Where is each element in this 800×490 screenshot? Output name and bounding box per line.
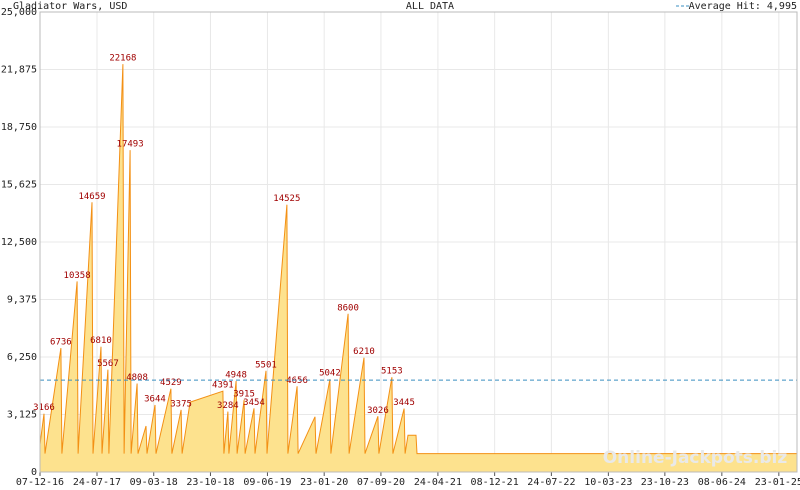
chart-subtitle: ALL DATA — [406, 1, 454, 12]
x-tick-label: 23-01-20 — [300, 477, 348, 488]
value-label: 17493 — [117, 140, 144, 150]
x-tick-label: 24-04-21 — [414, 477, 462, 488]
watermark: Online-Jackpots.biz — [603, 448, 788, 468]
x-tick-label: 08-06-24 — [698, 477, 746, 488]
x-tick-label: 23-10-23 — [641, 477, 689, 488]
x-tick-label: 24-07-17 — [73, 477, 121, 488]
value-label: 3166 — [33, 403, 55, 413]
value-label: 6810 — [90, 336, 112, 346]
chart-title: Gladiator Wars, USD — [13, 1, 127, 12]
value-label: 14525 — [273, 194, 300, 204]
value-label: 4948 — [225, 370, 247, 380]
value-label: 6736 — [50, 338, 72, 348]
value-label: 4391 — [212, 381, 234, 391]
value-label: 10358 — [64, 271, 91, 281]
y-tick-label: 25,000 — [1, 7, 37, 18]
x-tick-label: 10-03-23 — [584, 477, 632, 488]
value-label: 22168 — [109, 54, 136, 64]
x-tick-label: 09-06-19 — [243, 477, 291, 488]
y-tick-label: 9,375 — [7, 295, 37, 306]
value-label: 4808 — [126, 373, 148, 383]
y-tick-label: 12,500 — [1, 237, 37, 248]
x-tick-label: 09-03-18 — [130, 477, 178, 488]
value-label: 3026 — [367, 406, 389, 416]
value-label: 3445 — [393, 398, 415, 408]
y-tick-label: 21,875 — [1, 65, 37, 76]
value-label: 6210 — [353, 347, 375, 357]
value-label: 3454 — [243, 398, 265, 408]
value-label: 3284 — [217, 401, 239, 411]
value-label: 3915 — [233, 389, 255, 399]
plot-frame — [39, 11, 798, 473]
value-label: 4656 — [286, 376, 308, 386]
value-label: 5042 — [319, 369, 341, 379]
value-label: 8600 — [337, 303, 359, 313]
y-tick-label: 3,125 — [7, 410, 37, 421]
average-legend: Average Hit: 4,995 — [689, 1, 797, 12]
x-tick-label: 23-10-18 — [186, 477, 234, 488]
value-label: 3375 — [170, 399, 192, 409]
x-tick-label: 07-09-20 — [357, 477, 405, 488]
value-label: 5567 — [97, 359, 119, 369]
y-tick-label: 0 — [31, 467, 37, 478]
value-label: 3644 — [144, 394, 166, 404]
y-tick-label: 15,625 — [1, 180, 37, 191]
x-tick-label: 23-01-25 — [755, 477, 800, 488]
area — [40, 64, 797, 472]
value-label: 14659 — [78, 192, 105, 202]
value-label: 5501 — [255, 360, 277, 370]
value-label: 4529 — [160, 378, 182, 388]
x-tick-label: 24-07-22 — [527, 477, 575, 488]
value-label: 5153 — [381, 367, 403, 377]
y-tick-label: 18,750 — [1, 122, 37, 133]
x-tick-label: 08-12-21 — [471, 477, 519, 488]
line — [39, 64, 797, 455]
y-tick-label: 6,250 — [7, 352, 37, 363]
x-tick-label: 07-12-16 — [16, 477, 64, 488]
